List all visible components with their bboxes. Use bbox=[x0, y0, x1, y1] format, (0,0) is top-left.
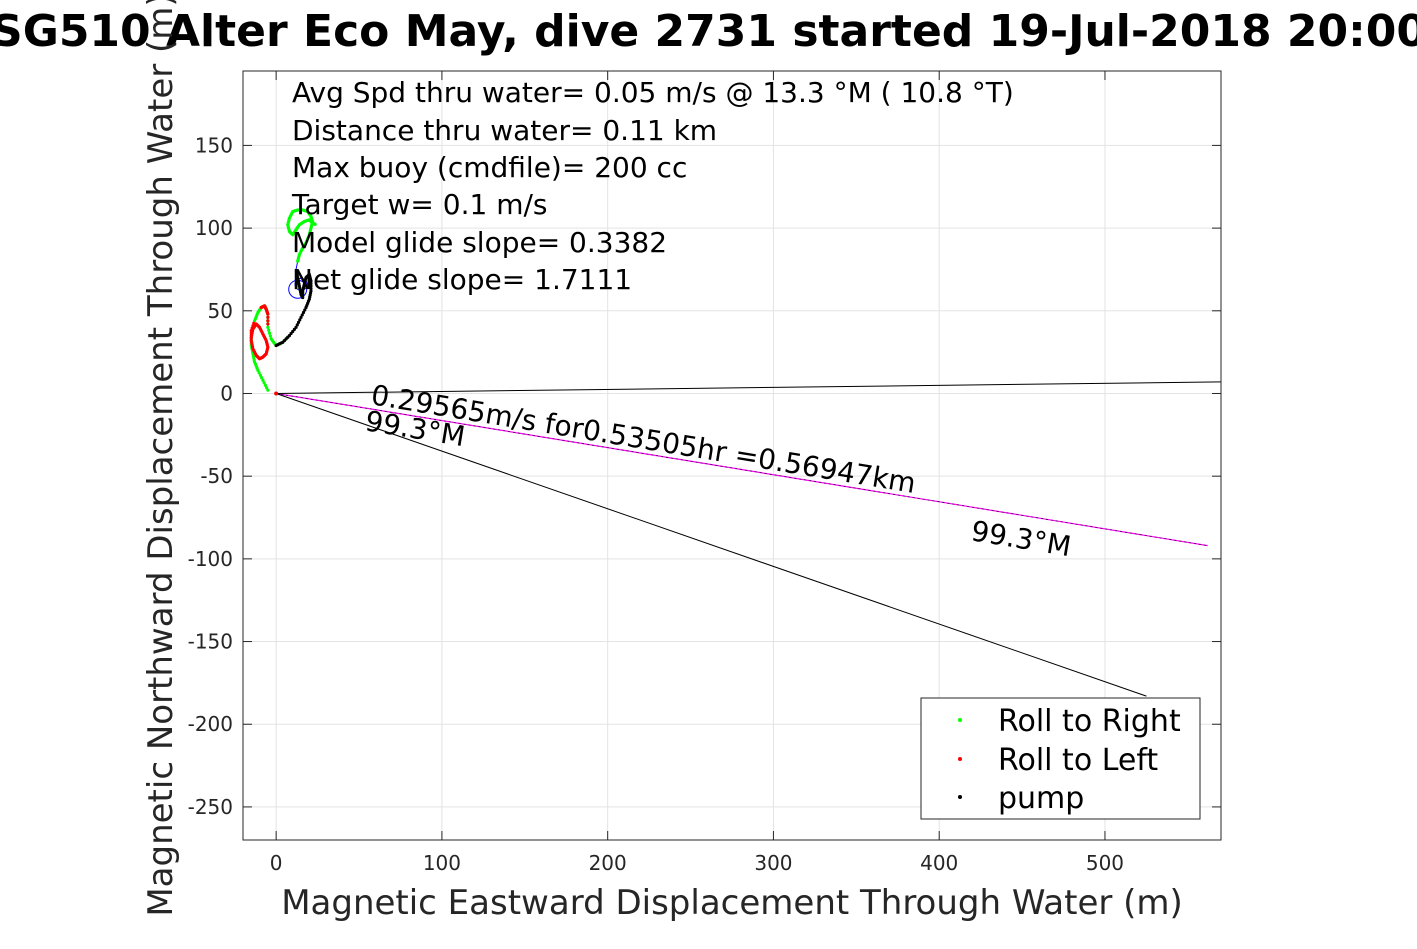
y-tick-label: -150 bbox=[188, 630, 233, 654]
roll-left-marker bbox=[251, 324, 255, 328]
x-tick-label: 0 bbox=[270, 851, 283, 875]
x-tick-labels: 0 100 200 300 400 500 bbox=[270, 851, 1124, 875]
x-tick-label: 300 bbox=[754, 851, 792, 875]
roll-right-marker bbox=[260, 376, 264, 380]
pump-marker bbox=[301, 310, 306, 315]
roll-left-marker bbox=[266, 312, 270, 316]
pump-marker bbox=[296, 320, 301, 324]
roll-right-marker bbox=[266, 388, 270, 392]
roll-right-marker bbox=[262, 381, 266, 385]
plot-content bbox=[249, 208, 1221, 697]
pump-marker bbox=[309, 289, 313, 293]
legend-label-roll-right: Roll to Right bbox=[998, 704, 1181, 739]
roll-left-marker bbox=[266, 322, 270, 326]
x-axis-label: Magnetic Eastward Displacement Through W… bbox=[281, 883, 1183, 923]
roll-left-marker bbox=[249, 331, 253, 335]
x-tick-label: 100 bbox=[423, 851, 461, 875]
y-tick-label: -200 bbox=[188, 712, 233, 736]
y-tick-label: -250 bbox=[188, 795, 233, 819]
y-tick-label: 0 bbox=[220, 381, 233, 405]
grid-lines bbox=[243, 71, 1221, 840]
pump-marker bbox=[309, 281, 313, 286]
roll-right-marker bbox=[268, 334, 272, 338]
pump-marker bbox=[300, 313, 304, 317]
chart-title: SG510 Alter Eco May, dive 2731 started 1… bbox=[0, 6, 1417, 57]
roll-left-marker bbox=[266, 319, 270, 323]
roll-left-marker bbox=[252, 321, 256, 325]
roll-right-marker bbox=[267, 331, 272, 335]
roll-right-marker bbox=[267, 328, 271, 332]
pump-marker bbox=[294, 325, 298, 329]
x-tick-label: 500 bbox=[1086, 851, 1124, 875]
legend-box bbox=[920, 697, 1201, 820]
axis-ticks bbox=[243, 71, 1221, 840]
pump-marker bbox=[309, 284, 313, 288]
info-line-model-glide: Model glide slope= 0.3382 bbox=[292, 226, 667, 259]
roll-left-marker bbox=[249, 329, 253, 333]
legend-marker-pump bbox=[958, 795, 962, 799]
info-line-distance: Distance thru water= 0.11 km bbox=[292, 114, 717, 147]
model-glide-line-dots bbox=[276, 393, 1208, 546]
roll-right-marker bbox=[265, 386, 269, 390]
pump-marker bbox=[294, 269, 299, 274]
pump-marker bbox=[303, 308, 307, 312]
y-tick-label: 150 bbox=[195, 133, 233, 157]
x-tick-label: 200 bbox=[589, 851, 627, 875]
legend-marker-roll-left bbox=[958, 757, 962, 761]
x-tick-label: 400 bbox=[920, 851, 958, 875]
roll-right-marker bbox=[258, 373, 263, 377]
info-line-max-buoy: Max buoy (cmdfile)= 200 cc bbox=[292, 151, 687, 184]
roll-left-marker bbox=[250, 326, 254, 330]
pump-marker bbox=[299, 315, 303, 320]
plot-frame bbox=[242, 70, 1222, 841]
y-tick-labels: -250 -200 -150 -100 -50 0 50 100 150 bbox=[188, 133, 233, 819]
reference-line-ref-upper bbox=[276, 381, 1221, 394]
y-tick-label: -50 bbox=[200, 464, 233, 488]
pump-marker bbox=[295, 323, 299, 327]
reference-line-ref-lower bbox=[275, 393, 1147, 697]
roll-left-marker bbox=[249, 334, 253, 338]
info-line-net-glide: Net glide slope= 1.7111 bbox=[292, 263, 632, 296]
legend-label-roll-left: Roll to Left bbox=[998, 743, 1158, 778]
roll-right-marker bbox=[313, 222, 317, 226]
start-marker bbox=[274, 391, 279, 396]
y-tick-label: 100 bbox=[195, 216, 233, 240]
roll-left-marker bbox=[266, 315, 270, 320]
roll-left-marker bbox=[249, 338, 253, 343]
pump-marker bbox=[309, 286, 313, 291]
y-tick-label: -100 bbox=[188, 547, 233, 571]
legend: Roll to Right Roll to Left pump bbox=[920, 697, 1201, 820]
y-tick-label: 50 bbox=[208, 299, 233, 323]
info-text-block: Avg Spd thru water= 0.05 m/s @ 13.3 °M (… bbox=[291, 76, 1014, 296]
roll-right-marker bbox=[266, 325, 270, 329]
roll-right-marker bbox=[263, 383, 267, 387]
info-line-avg-speed: Avg Spd thru water= 0.05 m/s @ 13.3 °M (… bbox=[292, 76, 1014, 109]
pump-marker bbox=[298, 318, 302, 322]
info-line-target-w: Target w= 0.1 m/s bbox=[291, 188, 548, 221]
legend-marker-roll-right bbox=[958, 718, 962, 722]
legend-label-pump: pump bbox=[998, 781, 1084, 816]
roll-right-marker bbox=[261, 378, 265, 382]
roll-left-marker bbox=[249, 336, 253, 340]
roll-right-marker bbox=[257, 371, 261, 375]
y-axis-label: Magnetic Northward Displacement Through … bbox=[141, 0, 181, 917]
